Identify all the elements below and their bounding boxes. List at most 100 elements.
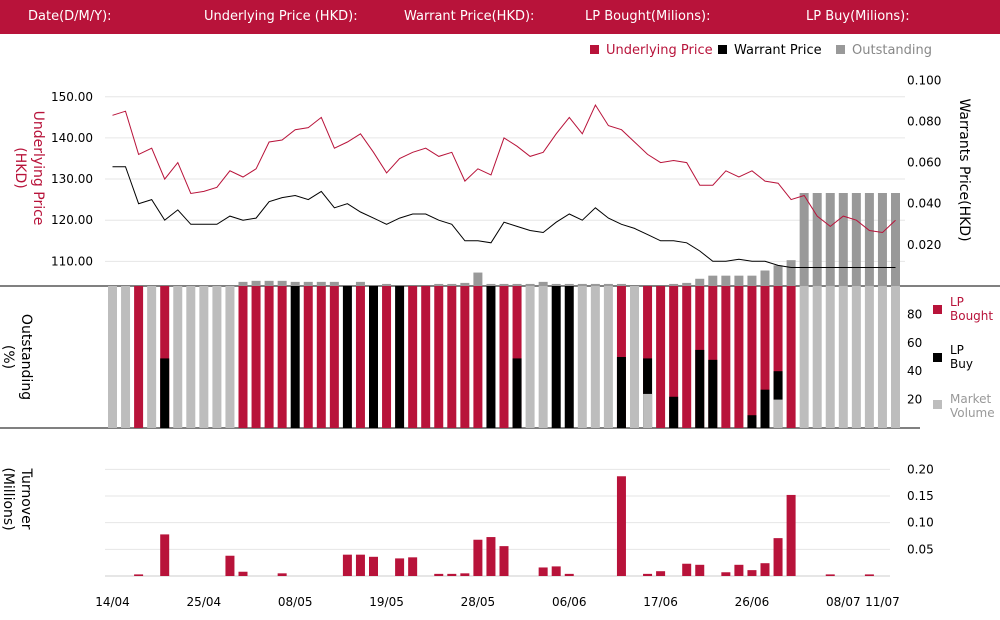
x-tick-label: 28/05 xyxy=(461,595,496,609)
y-mid-tick-label: 60 xyxy=(907,336,922,350)
turnover-bar xyxy=(551,566,561,576)
outstanding-bar xyxy=(799,193,809,286)
composition-bar xyxy=(460,286,470,428)
composition-bar xyxy=(264,286,274,428)
outstanding-bar xyxy=(290,281,300,286)
turnover-bar xyxy=(864,574,874,576)
y-left-tick-label: 140.00 xyxy=(51,131,93,145)
outstanding-bar xyxy=(786,260,796,286)
composition-bar xyxy=(656,286,666,428)
header-underlying-label: Underlying Price (HKD): xyxy=(204,9,358,24)
turnover-bar xyxy=(460,573,470,576)
composition-bar xyxy=(186,286,196,428)
y-left-tick-label: 130.00 xyxy=(51,172,93,186)
legend-lp-bought-swatch xyxy=(933,305,942,314)
composition-bar xyxy=(395,286,405,428)
x-tick-label: 06/06 xyxy=(552,595,587,609)
y-bot-tick-label: 0.20 xyxy=(907,462,934,476)
turnover-bar xyxy=(734,564,744,576)
header-bar: Date(D/M/Y): Underlying Price (HKD): War… xyxy=(0,0,1000,34)
axis-title-turnover-1: Turnover xyxy=(18,468,34,530)
composition-bar xyxy=(643,286,653,428)
legend-outstanding-swatch xyxy=(836,45,845,54)
lp-buy-bar xyxy=(747,415,757,428)
legend-market-2: Volume xyxy=(950,406,995,420)
axis-title-underlying-2: (HKD) xyxy=(12,147,28,188)
turnover-bar xyxy=(277,573,287,576)
turnover-bar xyxy=(238,571,248,576)
composition-bar xyxy=(551,286,561,428)
y-right-tick-label: 0.100 xyxy=(907,73,941,87)
outstanding-bar xyxy=(590,283,600,286)
x-tick-label: 08/07 xyxy=(826,595,861,609)
composition-bar xyxy=(812,286,822,428)
legend-underlying: Underlying Price xyxy=(606,43,713,58)
legend-lp-buy-2: Buy xyxy=(950,357,973,371)
header-lp-bought-label: LP Bought(Milions): xyxy=(585,9,711,24)
x-tick-label: 25/04 xyxy=(187,595,222,609)
composition-bar xyxy=(199,286,209,428)
legend-lp-bought-2: Bought xyxy=(950,309,993,323)
outstanding-bar xyxy=(851,193,861,286)
composition-bar xyxy=(734,286,744,428)
lp-buy-bar xyxy=(616,357,626,428)
outstanding-bar xyxy=(499,283,509,286)
composition-bar xyxy=(382,286,392,428)
y-right-tick-label: 0.080 xyxy=(907,114,941,128)
x-tick-label: 11/07 xyxy=(865,595,900,609)
warrant-price-line xyxy=(112,166,896,268)
x-tick-label: 26/06 xyxy=(735,595,770,609)
outstanding-bar xyxy=(577,283,587,286)
legend-lp-buy-swatch xyxy=(933,353,942,362)
legend-outstanding: Outstanding xyxy=(852,43,932,58)
composition-bar xyxy=(355,286,365,428)
composition-bar xyxy=(147,286,157,428)
y-mid-tick-label: 40 xyxy=(907,364,922,378)
composition-bar xyxy=(342,286,352,428)
outstanding-bar xyxy=(773,265,783,286)
outstanding-bar xyxy=(434,283,444,286)
y-mid-tick-label: 80 xyxy=(907,307,922,321)
legend-warrant: Warrant Price xyxy=(734,43,822,58)
outstanding-bar xyxy=(251,280,261,286)
composition-bar xyxy=(708,286,718,428)
composition-bar xyxy=(225,286,235,428)
composition-bar xyxy=(499,286,509,428)
outstanding-bar xyxy=(551,283,561,286)
outstanding-bar xyxy=(747,275,757,286)
outstanding-bar xyxy=(734,275,744,286)
y-bot-tick-label: 0.10 xyxy=(907,516,934,530)
composition-bar xyxy=(251,286,261,428)
composition-bar xyxy=(891,286,900,428)
turnover-bar xyxy=(369,556,378,576)
y-right-tick-label: 0.060 xyxy=(907,156,941,170)
composition-bar xyxy=(108,286,117,428)
outstanding-bar xyxy=(303,281,313,286)
turnover-bar xyxy=(760,563,770,576)
x-tick-label: 19/05 xyxy=(369,595,404,609)
outstanding-bar xyxy=(473,272,483,286)
lp-buy-bar xyxy=(643,358,653,428)
composition-bar xyxy=(421,286,431,428)
outstanding-bar xyxy=(877,193,887,286)
turnover-bar xyxy=(786,494,796,576)
turnover-bar xyxy=(355,554,365,576)
composition-bar xyxy=(564,286,574,428)
outstanding-bar xyxy=(277,280,287,286)
lp-buy-bar xyxy=(695,349,705,428)
turnover-bar xyxy=(342,554,352,576)
axis-title-outstanding-2: (%) xyxy=(0,345,16,369)
lp-buy-bar xyxy=(708,359,718,428)
y-right-tick-label: 0.040 xyxy=(907,197,941,211)
composition-bar xyxy=(825,286,835,428)
outstanding-bar xyxy=(538,281,548,286)
outstanding-bar xyxy=(460,282,470,286)
composition-bar xyxy=(786,286,796,428)
lp-buy-bar xyxy=(760,389,770,428)
y-left-tick-label: 150.00 xyxy=(51,90,93,104)
composition-bar xyxy=(851,286,861,428)
composition-bar xyxy=(290,286,300,428)
outstanding-bar xyxy=(891,193,900,286)
composition-bar xyxy=(303,286,313,428)
